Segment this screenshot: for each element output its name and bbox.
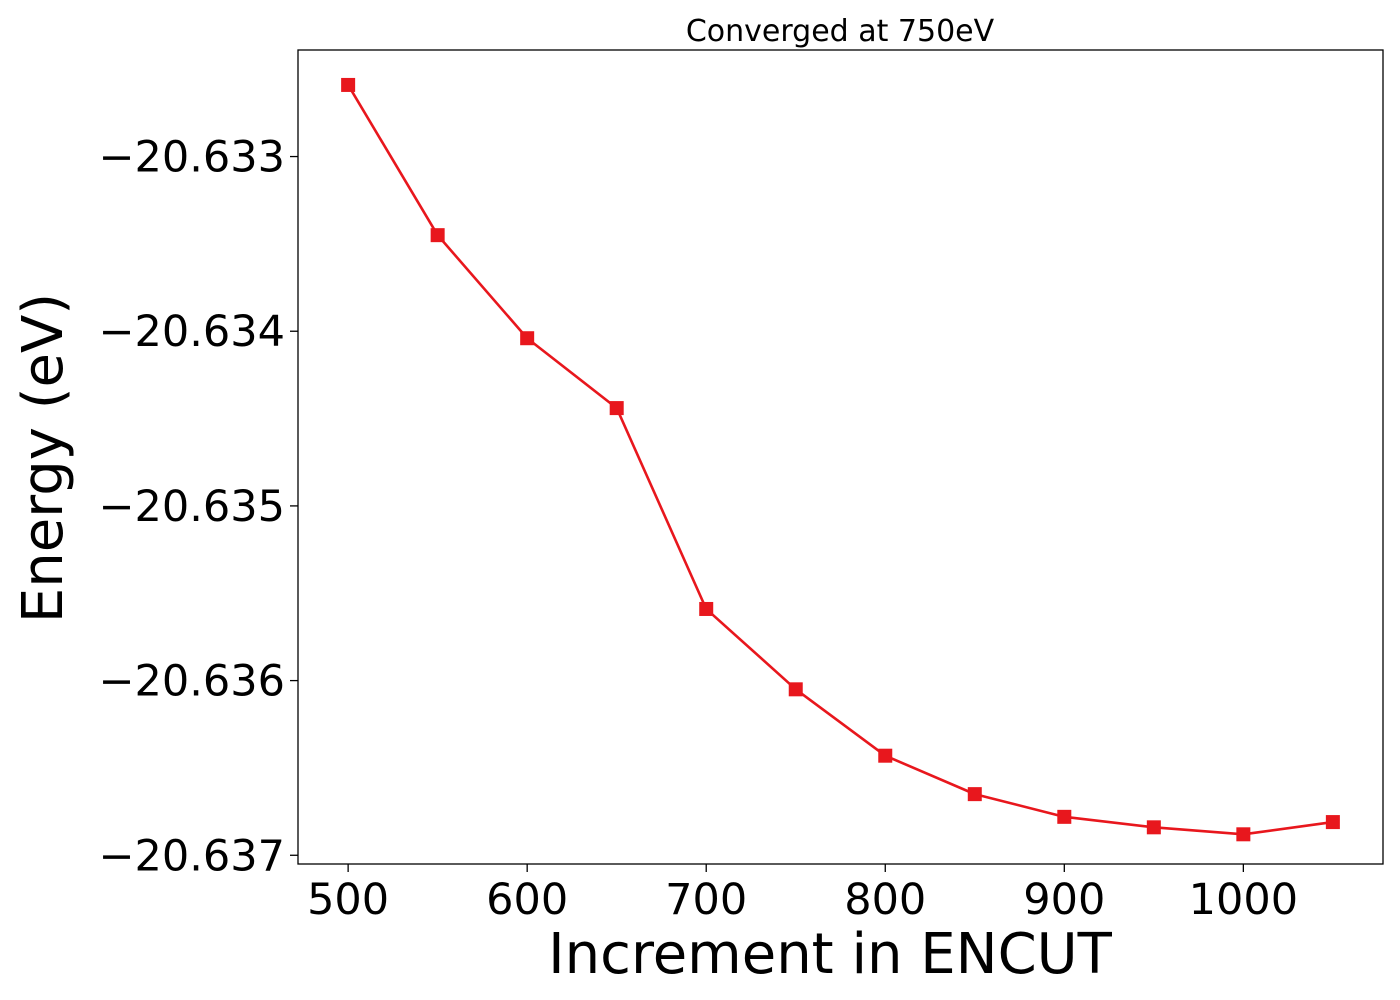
- y-axis-title: Energy (eV): [11, 293, 76, 623]
- plot-frame: [297, 49, 1384, 865]
- data-point-marker: [520, 331, 535, 346]
- chart-title: Converged at 750eV: [686, 14, 995, 49]
- y-tick-label: −20.634: [99, 307, 286, 357]
- y-tick-label: −20.635: [99, 482, 286, 532]
- y-tick-label: −20.633: [99, 133, 286, 183]
- data-point-marker: [878, 748, 893, 763]
- x-tick-label: 800: [844, 875, 926, 925]
- x-tick-label: 700: [665, 875, 747, 925]
- data-point-marker: [1146, 820, 1161, 835]
- data-point-marker: [699, 601, 714, 616]
- x-axis-title: Increment in ENCUT: [548, 922, 1113, 987]
- x-tick-label: 500: [307, 875, 389, 925]
- data-point-marker: [1325, 815, 1340, 830]
- data-point-marker: [967, 787, 982, 802]
- y-tick-label: −20.637: [99, 831, 286, 881]
- data-point-marker: [430, 228, 445, 243]
- data-point-marker: [1236, 827, 1251, 842]
- x-tick-label: 900: [1023, 875, 1105, 925]
- y-tick-label: −20.636: [99, 657, 286, 707]
- x-tick-label: 600: [486, 875, 568, 925]
- series-line: [347, 84, 1334, 836]
- data-point-marker: [341, 77, 356, 92]
- data-point-marker: [1057, 809, 1072, 824]
- data-point-marker: [788, 682, 803, 697]
- data-point-marker: [609, 401, 624, 416]
- plot-area: 500 600 700 800 900 1000 −20.633 −20.634 −20.635…: [99, 49, 1384, 925]
- x-tick-label: 1000: [1189, 875, 1298, 925]
